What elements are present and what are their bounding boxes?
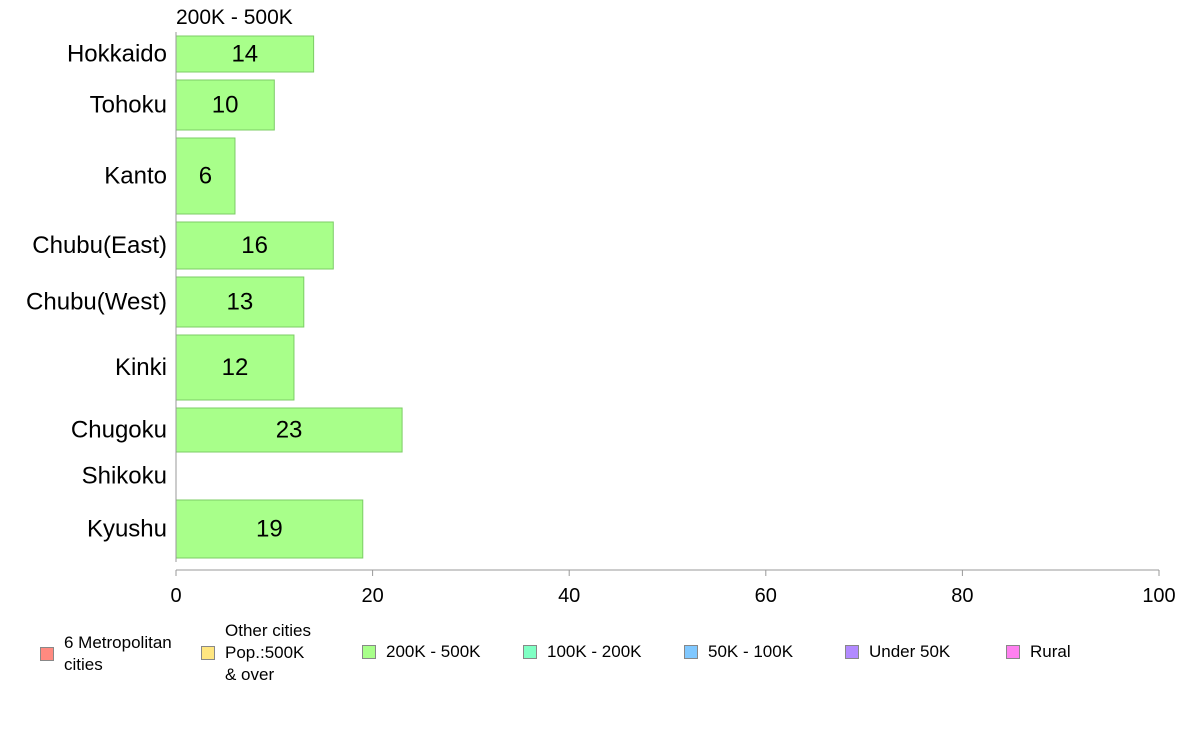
legend-item-rural: Rural xyxy=(1006,641,1071,663)
x-tick-label: 100 xyxy=(1142,585,1175,607)
bar-chart: Hokkaido 14 Tohoku 10 Kanto 6 Chubu(East) 16 Chu… xyxy=(26,32,1176,607)
category-label: Chugoku xyxy=(71,417,167,444)
category-label: Tohoku xyxy=(90,92,167,119)
legend-swatch xyxy=(362,645,376,659)
category-label: Chubu(East) xyxy=(32,232,167,259)
legend-item-200k-500k: 200K - 500K xyxy=(362,641,481,663)
legend-label: 50K - 100K xyxy=(708,642,794,661)
legend-item-other-cities: Other cities Pop.:500K & over xyxy=(201,620,311,686)
bar xyxy=(175,499,364,559)
data-label: 23 xyxy=(276,417,303,444)
category-label: Hokkaido xyxy=(67,41,167,68)
category-label: Chubu(West) xyxy=(26,289,167,316)
bar xyxy=(175,79,275,131)
bar xyxy=(175,35,315,73)
data-label: 19 xyxy=(256,516,283,543)
legend-swatch xyxy=(845,645,859,659)
data-label: 14 xyxy=(231,41,258,68)
bar xyxy=(175,407,403,453)
bar xyxy=(175,334,295,401)
x-tick-label: 0 xyxy=(170,585,181,607)
category-label: Kyushu xyxy=(87,516,167,543)
bar xyxy=(175,221,334,270)
legend: 6 Metropolitan cities Other cities Pop.:… xyxy=(0,618,1188,698)
bar xyxy=(175,276,305,328)
legend-swatch xyxy=(1006,645,1020,659)
x-tick-label: 60 xyxy=(755,585,777,607)
legend-item-under-50k: Under 50K xyxy=(845,641,950,663)
legend-label: Rural xyxy=(1030,642,1071,661)
legend-swatch xyxy=(523,645,537,659)
data-label: 13 xyxy=(227,289,254,316)
legend-label: Other cities Pop.:500K & over xyxy=(225,621,311,684)
legend-label: 6 Metropolitan cities xyxy=(64,633,172,674)
category-label: Kinki xyxy=(115,354,167,381)
legend-label: 200K - 500K xyxy=(386,642,481,661)
category-label: Kanto xyxy=(104,163,167,190)
legend-label: 100K - 200K xyxy=(547,642,642,661)
chart-title: 200K - 500K xyxy=(176,6,293,29)
legend-item-100k-200k: 100K - 200K xyxy=(523,641,642,663)
x-tick-label: 20 xyxy=(361,585,383,607)
data-label: 16 xyxy=(241,232,268,259)
legend-swatch xyxy=(684,645,698,659)
x-tick-label: 80 xyxy=(951,585,973,607)
data-label: 6 xyxy=(199,163,212,190)
x-tick-label: 40 xyxy=(558,585,580,607)
legend-swatch xyxy=(40,647,54,661)
legend-item-50k-100k: 50K - 100K xyxy=(684,641,793,663)
data-label: 10 xyxy=(212,92,239,119)
legend-swatch xyxy=(201,646,215,660)
data-label: 12 xyxy=(222,354,249,381)
legend-item-metropolitan: 6 Metropolitan cities xyxy=(40,632,172,676)
legend-label: Under 50K xyxy=(869,642,951,661)
category-label: Shikoku xyxy=(82,463,167,490)
